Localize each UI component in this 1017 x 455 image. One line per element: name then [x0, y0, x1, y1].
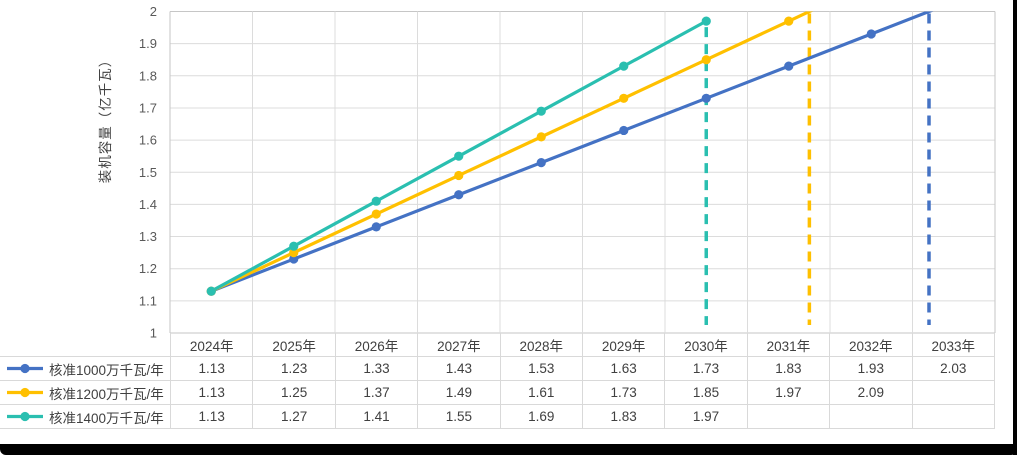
- table-cell-s0-c7: 1.83: [746, 356, 831, 381]
- table-cell-s0-c6: 1.73: [664, 356, 748, 381]
- table-header-year-6: 2030年: [664, 333, 748, 357]
- table-cell-s0-c8: 1.93: [829, 356, 913, 381]
- table-row-series-1: 核准1200万千瓦/年 1.13 1.25 1.37 1.49 1.61 1.73 1.85 1…: [0, 380, 996, 405]
- series-marker-1[interactable]: [206, 286, 216, 296]
- series-marker-0[interactable]: [619, 125, 629, 136]
- table-corner-cell: [0, 333, 171, 357]
- y-tick-label: 1.6: [139, 133, 157, 148]
- legend-key-icon: [7, 387, 43, 398]
- table-cell-s1-c1: 1.25: [252, 380, 336, 405]
- table-cell-s1-c5: 1.73: [581, 380, 666, 405]
- series-marker-0[interactable]: [701, 93, 711, 103]
- series-marker-2[interactable]: [206, 286, 216, 296]
- series-marker-2[interactable]: [701, 16, 711, 26]
- y-tick-label: 1.9: [139, 36, 157, 51]
- table-cell-s2-c2: 1.41: [334, 404, 419, 429]
- table-cell-s2-c5: 1.83: [581, 404, 666, 429]
- y-tick-label: 2: [150, 4, 157, 19]
- y-tick-label: 1.5: [139, 165, 157, 180]
- series-marker-0[interactable]: [289, 254, 299, 264]
- series-marker-0[interactable]: [784, 61, 794, 71]
- table-cell-s1-c9: [911, 380, 996, 405]
- table-cell-s2-c1: 1.27: [252, 404, 336, 429]
- series-line-1[interactable]: [210, 0, 871, 293]
- table-cell-s2-c6: 1.97: [664, 404, 748, 429]
- table-cell-s2-c3: 1.55: [417, 404, 501, 429]
- legend-label: 核准1200万千瓦/年: [49, 386, 164, 402]
- legend-cell-series-0[interactable]: 核准1000万千瓦/年: [0, 356, 171, 381]
- series-marker-1[interactable]: [454, 170, 464, 181]
- table-cell-s1-c0: 1.13: [169, 380, 254, 405]
- series-marker-2[interactable]: [371, 196, 381, 206]
- table-row-series-0: 核准1000万千瓦/年 1.13 1.23 1.33 1.43 1.53 1.63 1.73 1…: [0, 356, 996, 381]
- table-cell-s2-c7: [746, 404, 831, 429]
- legend-cell-series-1[interactable]: 核准1200万千瓦/年: [0, 380, 171, 405]
- y-tick-label: 1.8: [139, 68, 157, 83]
- y-tick-label: 1.4: [139, 197, 157, 212]
- table-cell-s1-c4: 1.61: [499, 380, 583, 405]
- series-marker-2[interactable]: [454, 151, 464, 161]
- table-cell-s0-c2: 1.33: [334, 356, 419, 381]
- table-header-year-7: 2031年: [746, 333, 831, 357]
- table-cell-s0-c0: 1.13: [169, 356, 254, 381]
- table-header-year-4: 2028年: [499, 333, 583, 357]
- chart-data-table: 2024年 2025年 2026年 2027年 2028年 2029年 2030年 2031年…: [0, 333, 996, 429]
- series-line-2[interactable]: [210, 19, 708, 293]
- table-cell-s1-c8: 2.09: [829, 380, 913, 405]
- table-cell-s1-c2: 1.37: [334, 380, 419, 405]
- legend-cell-series-2[interactable]: 核准1400万千瓦/年: [0, 404, 171, 429]
- capacity-line-chart[interactable]: 21.91.81.71.61.51.41.31.21.11: [0, 0, 1017, 350]
- series-marker-1[interactable]: [536, 132, 546, 142]
- table-cell-s1-c7: 1.97: [746, 380, 831, 405]
- table-cell-s2-c9: [911, 404, 996, 429]
- series-marker-0[interactable]: [371, 222, 381, 232]
- table-header-year-5: 2029年: [581, 333, 666, 357]
- table-cell-s1-c3: 1.49: [417, 380, 501, 405]
- table-header-row: 2024年 2025年 2026年 2027年 2028年 2029年 2030年 2031年…: [0, 333, 996, 357]
- legend-key-icon: [7, 411, 43, 422]
- table-header-year-9: 2033年: [911, 333, 996, 357]
- series-marker-1[interactable]: [784, 16, 794, 26]
- table-cell-s0-c5: 1.63: [581, 356, 666, 381]
- y-tick-label: 1.1: [139, 293, 157, 308]
- series-marker-0[interactable]: [866, 29, 876, 39]
- table-cell-s2-c4: 1.69: [499, 404, 583, 429]
- table-cell-s2-c0: 1.13: [169, 404, 254, 429]
- bottom-frame-bar: [0, 444, 1017, 455]
- series-line-0[interactable]: [210, 2, 954, 293]
- table-cell-s1-c6: 1.85: [664, 380, 748, 405]
- series-marker-1[interactable]: [371, 209, 381, 219]
- y-axis-title: 装机容量（亿千瓦）: [98, 52, 113, 184]
- y-tick-label: 1.7: [139, 100, 157, 115]
- series-marker-2[interactable]: [289, 241, 299, 251]
- y-tick-label: 1.3: [139, 229, 157, 244]
- table-header-year-0: 2024年: [169, 333, 254, 357]
- table-header-year-2: 2026年: [334, 333, 419, 357]
- table-header-year-3: 2027年: [417, 333, 501, 357]
- legend-key-icon: [7, 363, 43, 374]
- table-row-series-2: 核准1400万千瓦/年 1.13 1.27 1.41 1.55 1.69 1.83 1.97: [0, 404, 996, 429]
- series-marker-0[interactable]: [536, 158, 546, 168]
- series-marker-2[interactable]: [619, 61, 629, 71]
- table-header-year-8: 2032年: [829, 333, 913, 357]
- table-cell-s2-c8: [829, 404, 913, 429]
- table-cell-s0-c3: 1.43: [417, 356, 501, 381]
- y-tick-label: 1.2: [139, 261, 157, 276]
- right-frame-bar: [1013, 0, 1017, 455]
- table-cell-s0-c4: 1.53: [499, 356, 583, 381]
- table-cell-s0-c1: 1.23: [252, 356, 336, 381]
- series-marker-1[interactable]: [701, 55, 711, 65]
- legend-label: 核准1400万千瓦/年: [49, 410, 164, 426]
- table-cell-s0-c9: 2.03: [911, 356, 996, 381]
- table-header-year-1: 2025年: [252, 333, 336, 357]
- legend-label: 核准1000万千瓦/年: [49, 362, 164, 378]
- series-marker-0[interactable]: [206, 286, 216, 296]
- series-marker-0[interactable]: [454, 190, 464, 200]
- series-marker-1[interactable]: [289, 248, 299, 258]
- series-marker-1[interactable]: [619, 93, 629, 103]
- series-marker-2[interactable]: [536, 106, 546, 116]
